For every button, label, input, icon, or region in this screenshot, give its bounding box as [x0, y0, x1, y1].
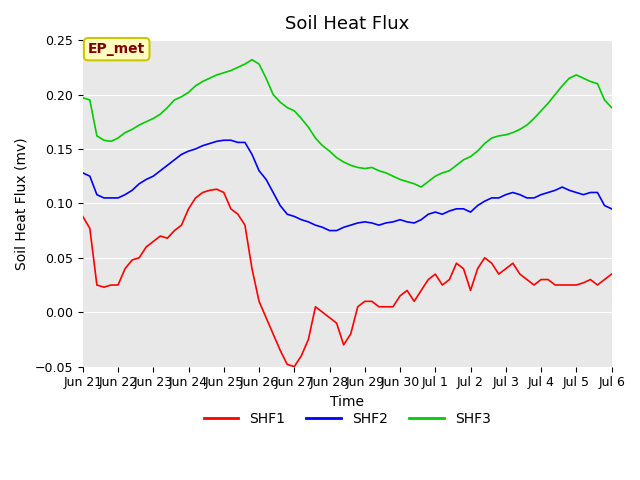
Text: EP_met: EP_met [88, 42, 145, 56]
Title: Soil Heat Flux: Soil Heat Flux [285, 15, 410, 33]
Legend: SHF1, SHF2, SHF3: SHF1, SHF2, SHF3 [198, 407, 496, 432]
X-axis label: Time: Time [330, 395, 364, 409]
Y-axis label: Soil Heat Flux (mv): Soil Heat Flux (mv) [15, 137, 29, 270]
